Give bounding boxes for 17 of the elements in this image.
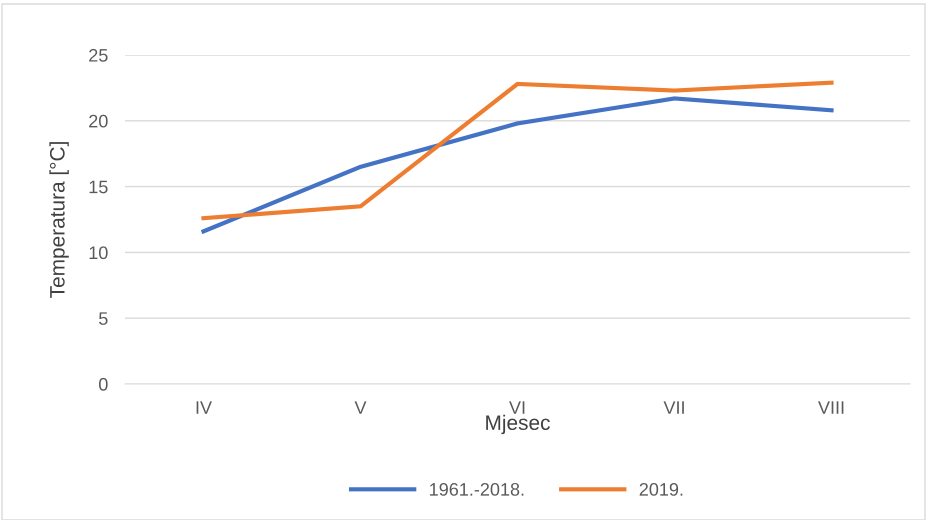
- line-series: [201, 80, 834, 220]
- y-tick-label: 15: [90, 180, 108, 194]
- x-tick-label: VI: [509, 401, 524, 414]
- x-tick-label: VII: [664, 401, 684, 414]
- y-tick-label: 20: [89, 114, 108, 128]
- x-tick-label: IV: [196, 401, 212, 414]
- y-axis-title: Temperatura [°C]: [49, 142, 69, 298]
- y-tick-label: 25: [89, 48, 108, 62]
- y-tick-label: 0: [99, 378, 108, 391]
- line-series: [201, 96, 834, 234]
- legend-label: 1961.-2018.: [430, 482, 524, 496]
- x-tick-label: VIII: [818, 401, 844, 414]
- y-tick-label: 10: [90, 246, 108, 260]
- x-axis-title: Mjesec: [486, 414, 550, 434]
- x-tick-label: V: [354, 401, 366, 414]
- y-tick-label: 5: [99, 312, 108, 325]
- legend-label: 2019.: [640, 482, 682, 496]
